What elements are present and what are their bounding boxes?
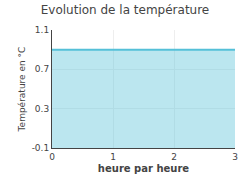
svg-text:heure par heure: heure par heure	[98, 163, 189, 174]
svg-text:2: 2	[171, 152, 177, 162]
svg-text:Température en °C: Température en °C	[17, 47, 27, 133]
svg-text:0: 0	[49, 152, 55, 162]
svg-text:0.3: 0.3	[35, 104, 49, 114]
svg-text:Evolution de la température: Evolution de la température	[41, 3, 210, 17]
svg-text:0.7: 0.7	[35, 64, 49, 74]
svg-text:1: 1	[110, 152, 116, 162]
svg-text:-0.1: -0.1	[32, 143, 50, 153]
svg-text:1.1: 1.1	[35, 25, 49, 35]
svg-text:3: 3	[232, 152, 238, 162]
